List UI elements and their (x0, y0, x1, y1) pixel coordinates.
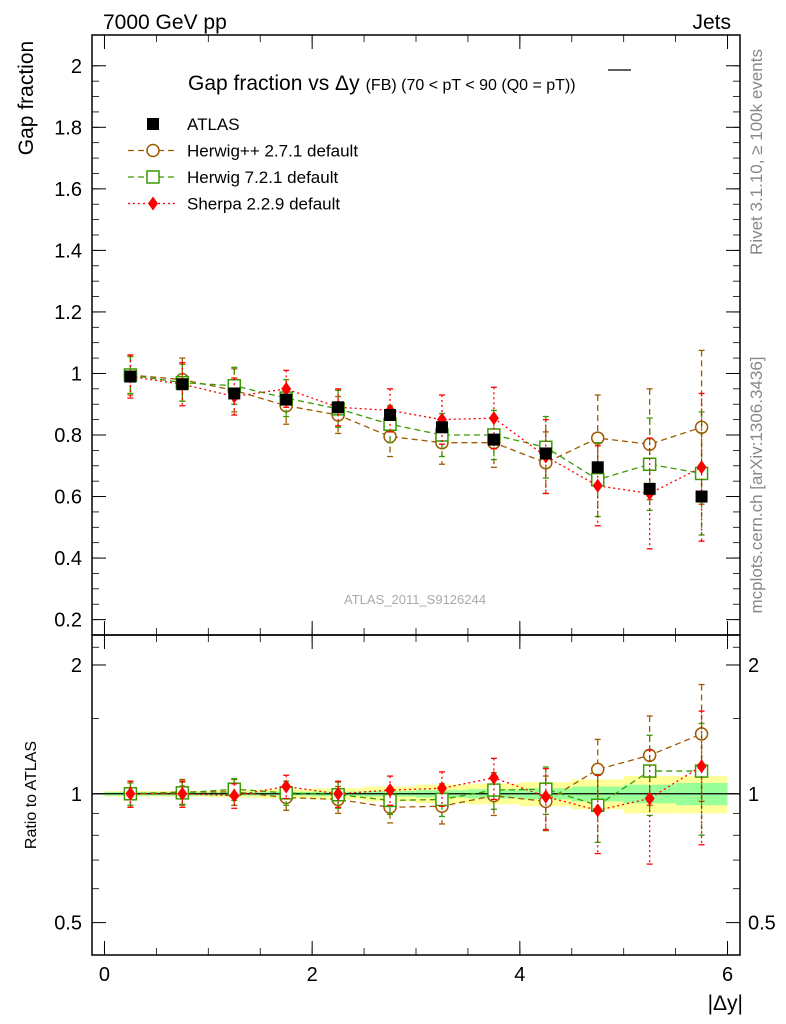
main-y-tick-label: 1.8 (54, 117, 82, 139)
mcplots-label: mcplots.cern.ch [arXiv:1306.3436] (747, 356, 766, 613)
ratio-sherpa-point (592, 803, 603, 818)
main-y-tick-label: 1 (71, 363, 82, 385)
ratio-y-tick-label-right: 2 (748, 655, 759, 677)
main-ylabel: Gap fraction (15, 41, 38, 155)
ratio-sherpa-point (488, 770, 499, 785)
legend-herwig-label: Herwig 7.2.1 default (187, 168, 338, 187)
main-atlas-point (591, 461, 604, 474)
rivet-label: Rivet 3.1.10, ≥ 100k events (747, 49, 766, 255)
ratio-sherpa-point (125, 786, 136, 801)
main-y-tick-label: 1.2 (54, 302, 82, 324)
ratio-y-tick-label: 1 (71, 784, 82, 806)
ratio-y-tick-label-right: 0.5 (748, 913, 776, 935)
ratio-y-tick-label-right: 1 (748, 784, 759, 806)
main-sherpa-line (130, 375, 702, 495)
ratio-herwig-line (130, 770, 702, 806)
main-title-detail: (FB) (70 < pT < 90 (Q0 = pT)) (366, 77, 576, 94)
ratio-sherpa-point (177, 786, 188, 801)
main-sherpa-point (696, 460, 707, 475)
main-title-text: Gap fraction vs Δy (188, 72, 360, 95)
main-atlas-point (539, 447, 552, 460)
ratio-sherpa-point (281, 779, 292, 794)
main-y-tick-label: 1.4 (54, 240, 82, 262)
legend-atlas-marker (147, 118, 159, 130)
main-atlas-point (332, 401, 345, 414)
legend-atlas-label: ATLAS (187, 115, 240, 134)
main-y-tick-label: 1.6 (54, 179, 82, 201)
ratio-sherpa-point (229, 788, 240, 803)
ratio-ylabel: Ratio to ATLAS (23, 741, 40, 849)
main-atlas-point (228, 387, 241, 400)
legend-herwig-label: Herwig++ 2.7.1 default (187, 142, 358, 161)
main-title: Gap fraction vs Δy (FB) (70 < pT < 90 (Q0… (188, 72, 576, 95)
main-sherpa-point (281, 381, 292, 396)
x-axis-label: |Δy| (708, 992, 743, 1015)
legend-herwig-marker (146, 170, 160, 184)
ratio-sherpa-point (385, 783, 396, 798)
ratio-sherpa-line (130, 765, 702, 811)
ratio-herwig-line (130, 733, 702, 808)
ratio-y-tick-label: 2 (71, 655, 82, 677)
x-tick-label: 6 (722, 964, 733, 986)
main-atlas-point (384, 409, 397, 421)
ratio-sherpa-point (540, 789, 551, 804)
watermark: ATLAS_2011_S9126244 (344, 592, 486, 607)
ratio-sherpa-point (644, 791, 655, 806)
ratio-sherpa-point (333, 786, 344, 801)
header-right: Jets (692, 11, 731, 34)
main-atlas-point (124, 370, 137, 383)
main-atlas-point (695, 490, 708, 503)
legend-sherpa-marker (148, 196, 158, 211)
x-tick-label: 0 (99, 964, 110, 986)
main-atlas-point (280, 393, 293, 406)
main-herwig-line (130, 374, 702, 481)
main-atlas-point (176, 378, 189, 391)
main-atlas-point (435, 421, 448, 434)
x-tick-label: 2 (307, 964, 318, 986)
ratio-y-tick-label: 0.5 (54, 913, 82, 935)
header-left: 7000 GeV pp (103, 11, 227, 34)
main-y-tick-label: 0.4 (54, 548, 82, 570)
ratio-herwig-point (590, 762, 605, 777)
ratio-sherpa-point (696, 759, 707, 774)
legend-sherpa-label: Sherpa 2.2.9 default (187, 195, 340, 214)
main-y-tick-label: 0.8 (54, 425, 82, 447)
main-sherpa-point (592, 478, 603, 493)
main-y-tick-label: 2 (71, 56, 82, 78)
main-atlas-point (487, 433, 500, 446)
main-atlas-point (643, 482, 656, 495)
main-y-tick-label: 0.2 (54, 610, 82, 632)
ratio-sherpa-point (436, 781, 447, 796)
main-y-tick-label: 0.6 (54, 487, 82, 509)
legend-herwig-marker (146, 143, 160, 158)
x-tick-label: 4 (514, 964, 525, 986)
main-sherpa-point (488, 411, 499, 426)
main-herwig-line (130, 374, 702, 464)
